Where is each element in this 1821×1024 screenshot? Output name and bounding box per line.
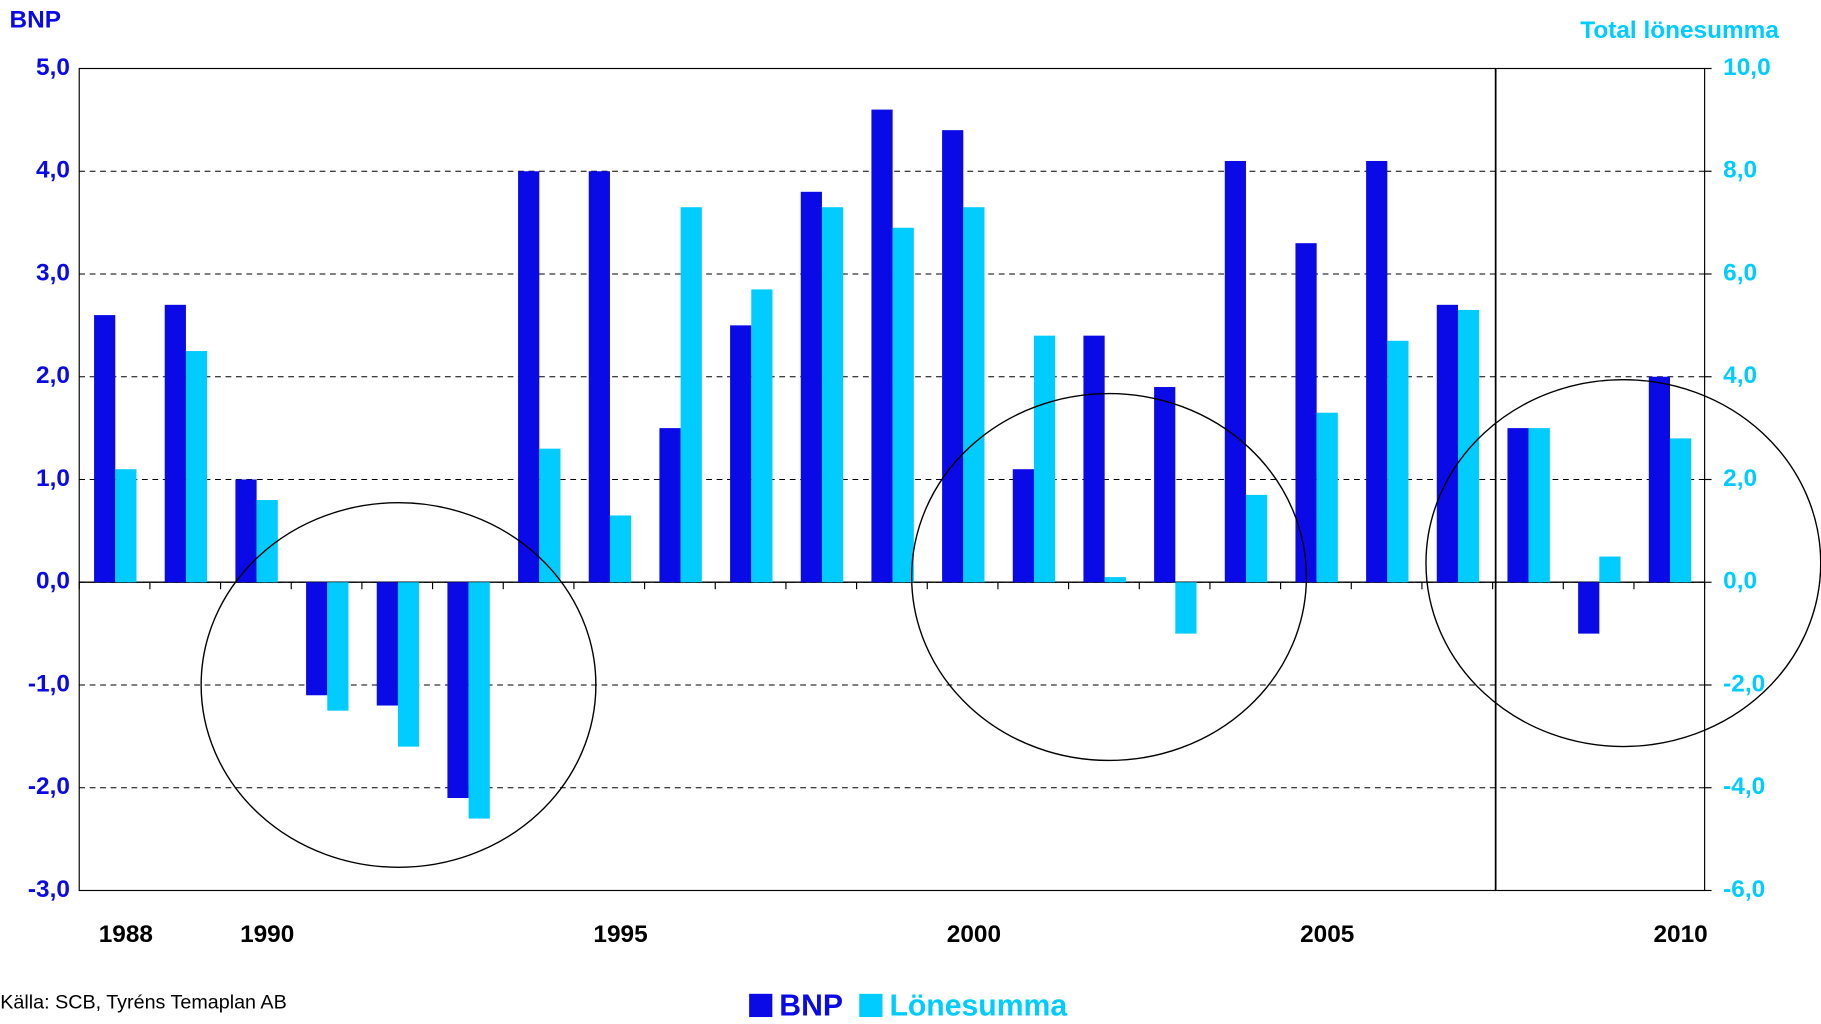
bar xyxy=(1366,160,1388,583)
bar xyxy=(1457,309,1480,583)
bar xyxy=(1083,335,1105,583)
bar xyxy=(1295,243,1317,583)
bar xyxy=(306,582,328,696)
bar xyxy=(1436,304,1458,583)
annotations xyxy=(200,379,1821,868)
y-tick-label: -1,0 xyxy=(28,670,70,697)
bar xyxy=(185,351,208,583)
x-tick-label: 2010 xyxy=(1653,921,1707,948)
x-tick-label: 1990 xyxy=(240,921,294,948)
bar xyxy=(518,171,540,583)
legend-label: Lönesumma xyxy=(889,990,1067,1023)
y2-tick-label: 8,0 xyxy=(1723,157,1757,184)
bar xyxy=(680,207,702,583)
bar xyxy=(397,582,420,747)
bar xyxy=(256,500,278,583)
bar xyxy=(235,479,257,583)
x-tick-label: 2000 xyxy=(947,921,1001,948)
bar xyxy=(468,582,490,819)
bar xyxy=(1669,438,1692,583)
y-tick-label: 1,0 xyxy=(36,465,70,492)
y-tick-label: -2,0 xyxy=(28,773,70,800)
bar xyxy=(1175,582,1197,634)
bar xyxy=(1224,160,1246,583)
y2-tick-label: -4,0 xyxy=(1723,773,1765,800)
bar xyxy=(588,171,610,583)
bar xyxy=(730,325,752,583)
bar xyxy=(94,315,116,583)
bar xyxy=(609,515,632,583)
y-tick-label: 5,0 xyxy=(36,54,70,81)
bar xyxy=(659,428,681,583)
bar xyxy=(1387,340,1409,583)
x-tick-label: 1988 xyxy=(99,921,153,948)
bar xyxy=(800,191,822,583)
bar xyxy=(1154,387,1176,583)
y2-tick-label: 0,0 xyxy=(1723,568,1757,595)
bar xyxy=(327,582,349,711)
bar xyxy=(1104,577,1126,583)
x-tick-label: 1995 xyxy=(593,921,647,948)
bar xyxy=(1245,494,1268,583)
y-tick-label: 4,0 xyxy=(36,157,70,184)
bar xyxy=(1507,428,1529,583)
highlight-circle xyxy=(200,502,597,868)
y-axis-title: BNP xyxy=(10,6,61,33)
y2-tick-label: 2,0 xyxy=(1723,465,1757,492)
y2-tick-label: 4,0 xyxy=(1723,362,1757,389)
y2-tick-label: -6,0 xyxy=(1723,876,1765,903)
bar xyxy=(1599,556,1621,583)
bar xyxy=(1528,428,1550,583)
bar xyxy=(871,109,893,583)
bar xyxy=(963,207,985,583)
y2-tick-label: 10,0 xyxy=(1723,54,1770,81)
x-tick-label: 2005 xyxy=(1300,921,1354,948)
y-tick-label: -3,0 xyxy=(28,876,70,903)
highlight-circle xyxy=(910,392,1308,762)
bar xyxy=(942,130,964,583)
bar xyxy=(115,469,137,583)
y-tick-label: 2,0 xyxy=(36,362,70,389)
bar xyxy=(539,448,561,583)
bar xyxy=(376,582,398,706)
bar xyxy=(164,304,186,583)
legend-label: BNP xyxy=(779,990,843,1023)
y-tick-label: 0,0 xyxy=(36,568,70,595)
y-tick-label: 3,0 xyxy=(36,259,70,286)
source-note: Källa: SCB, Tyréns Temaplan AB xyxy=(0,991,286,1013)
bar xyxy=(447,582,469,799)
bar xyxy=(892,227,914,583)
y2-axis-title: Total lönesumma xyxy=(1580,17,1779,44)
bar xyxy=(1316,412,1338,583)
legend-swatch xyxy=(749,993,773,1018)
bar xyxy=(1648,376,1670,583)
plot: -3,0 -2,0 -1,0 0,0 1,0 2,0 3,0 4,0 5,0 -6,0 -4,0 -2… xyxy=(28,54,1771,1023)
bar xyxy=(1578,582,1600,634)
bar xyxy=(751,289,773,583)
y2-tick-label: 6,0 xyxy=(1723,259,1757,286)
bar xyxy=(821,207,844,583)
y2-tick-label: -2,0 xyxy=(1723,670,1765,697)
bar xyxy=(1033,335,1056,583)
legend-swatch xyxy=(859,993,883,1018)
bar xyxy=(1012,469,1034,583)
